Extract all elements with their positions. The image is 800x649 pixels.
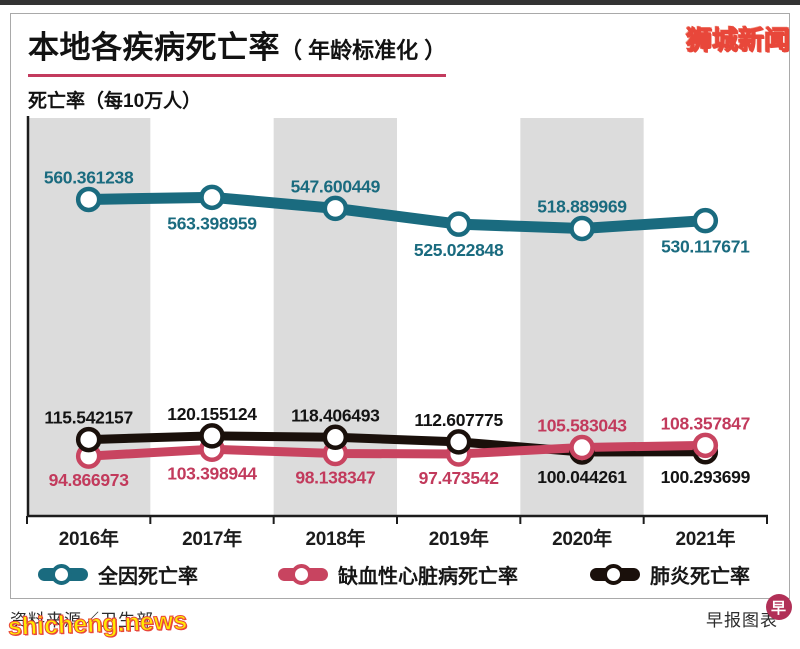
- watermark-top-right: 狮城新闻: [685, 25, 790, 56]
- legend-dot-ischemic-heart-icon: [291, 564, 312, 585]
- legend-marker-pneumonia-icon: [590, 564, 640, 585]
- source-note: 资料来源／卫生部: [10, 611, 154, 630]
- legend-dot-pneumonia-icon: [603, 564, 624, 585]
- legend-label-ischemic-heart: 缺血性心脏病死亡率: [338, 566, 518, 588]
- zaobao-logo-icon: 早: [766, 594, 792, 620]
- legend-marker-ischemic-heart-icon: [278, 564, 328, 585]
- legend-item-all-cause: 全因死亡率: [38, 560, 198, 589]
- legend-marker-all-cause-icon: [38, 564, 88, 585]
- chart-legend: 全因死亡率 缺血性心脏病死亡率 肺炎死亡率: [10, 560, 789, 594]
- legend-item-ischemic-heart: 缺血性心脏病死亡率: [278, 560, 518, 589]
- credit-note: 早报图表 早: [706, 594, 792, 631]
- chart-title-paren: （ 年龄标准化 ）: [280, 38, 447, 63]
- legend-label-all-cause: 全因死亡率: [98, 566, 198, 588]
- legend-label-pneumonia: 肺炎死亡率: [650, 566, 750, 588]
- chart-title: 本地各疾病死亡率（ 年龄标准化 ）: [28, 22, 447, 77]
- y-axis-caption: 死亡率（每10万人）: [28, 91, 202, 112]
- legend-item-pneumonia: 肺炎死亡率: [590, 560, 750, 589]
- chart-title-main: 本地各疾病死亡率: [28, 30, 280, 65]
- legend-dot-all-cause-icon: [51, 564, 72, 585]
- credit-text: 早报图表: [706, 611, 778, 630]
- top-dark-bar: [0, 0, 800, 5]
- watermark-bottom-left: shicheng.news: [7, 606, 188, 641]
